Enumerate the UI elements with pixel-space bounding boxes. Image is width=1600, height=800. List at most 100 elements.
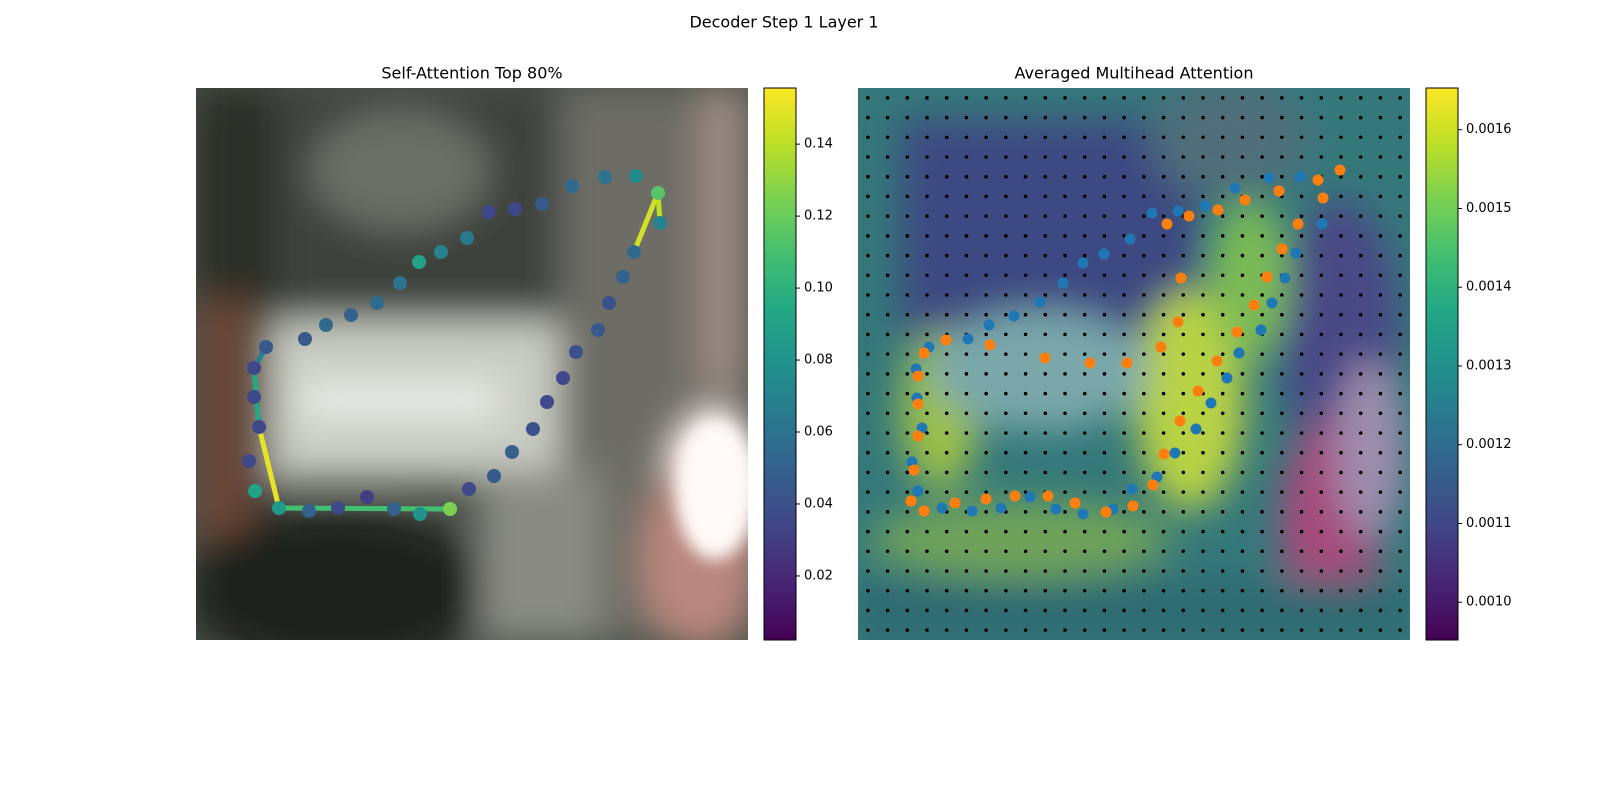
reference-dot bbox=[1142, 569, 1146, 573]
reference-dot bbox=[1358, 431, 1363, 435]
reference-dot bbox=[1299, 273, 1304, 278]
reference-dot bbox=[1122, 372, 1126, 376]
reference-dot bbox=[1319, 135, 1324, 140]
sample-point bbox=[1084, 357, 1096, 369]
reference-dot bbox=[1398, 569, 1402, 573]
reference-dot bbox=[1339, 431, 1343, 435]
reference-dot bbox=[1280, 372, 1284, 376]
colorbar-tick-label: 0.14 bbox=[804, 137, 833, 152]
reference-dot bbox=[944, 411, 949, 416]
reference-dot bbox=[1280, 234, 1284, 238]
reference-dot bbox=[1102, 470, 1107, 475]
reference-dot bbox=[1240, 293, 1245, 297]
colorbar-tick-label: 0.0013 bbox=[1466, 358, 1512, 373]
sample-point bbox=[1161, 218, 1173, 230]
reference-dot bbox=[944, 174, 949, 179]
reference-dot bbox=[905, 115, 910, 120]
reference-dot bbox=[1201, 312, 1205, 317]
reference-dot bbox=[1023, 628, 1028, 632]
reference-dot bbox=[944, 391, 949, 396]
reference-dot bbox=[1063, 391, 1067, 396]
reference-dot bbox=[1260, 194, 1264, 199]
reference-dot bbox=[1023, 155, 1028, 159]
reference-dot bbox=[964, 155, 969, 159]
reference-dot bbox=[1358, 372, 1363, 376]
axes-title: Self-Attention Top 80% bbox=[381, 64, 562, 83]
reference-dot bbox=[1142, 490, 1146, 494]
reference-dot bbox=[944, 194, 949, 199]
reference-dot bbox=[885, 431, 890, 435]
sample-point bbox=[1034, 296, 1046, 308]
reference-dot bbox=[1319, 588, 1324, 593]
reference-dot bbox=[1319, 529, 1324, 534]
reference-dot bbox=[1280, 569, 1284, 573]
reference-dot bbox=[1004, 431, 1008, 435]
attention-link bbox=[256, 424, 282, 511]
reference-dot bbox=[866, 194, 870, 199]
reference-dot bbox=[1220, 253, 1225, 258]
reference-dot bbox=[905, 135, 910, 140]
reference-dot bbox=[1063, 608, 1067, 613]
reference-dot bbox=[1358, 510, 1363, 514]
reference-dot bbox=[944, 273, 949, 278]
reference-dot bbox=[1082, 608, 1087, 613]
reference-dot bbox=[1043, 431, 1048, 435]
reference-dot bbox=[885, 253, 890, 258]
reference-dot bbox=[1240, 529, 1245, 534]
reference-dot bbox=[1102, 293, 1107, 297]
reference-dot bbox=[885, 194, 890, 199]
reference-dot bbox=[1122, 352, 1126, 356]
colorbar-tick-label: 0.06 bbox=[804, 425, 833, 440]
reference-dot bbox=[1378, 273, 1383, 278]
reference-dot bbox=[1260, 549, 1264, 554]
reference-dot bbox=[1102, 96, 1107, 100]
reference-dot bbox=[1063, 470, 1067, 475]
reference-dot bbox=[1043, 549, 1048, 554]
reference-dot bbox=[1220, 411, 1225, 416]
reference-dot bbox=[1161, 174, 1166, 179]
reference-dot bbox=[1339, 391, 1343, 396]
reference-dot bbox=[1063, 273, 1067, 278]
reference-dot bbox=[1339, 372, 1343, 376]
reference-dot bbox=[1043, 155, 1048, 159]
reference-dot bbox=[1142, 214, 1146, 218]
reference-dot bbox=[905, 174, 910, 179]
reference-dot bbox=[944, 234, 949, 238]
reference-dot bbox=[1004, 490, 1008, 494]
sample-point bbox=[1233, 347, 1245, 359]
reference-dot bbox=[1043, 174, 1048, 179]
reference-dot bbox=[866, 293, 870, 297]
reference-dot bbox=[1023, 293, 1028, 297]
reference-dot bbox=[1161, 411, 1166, 416]
reference-dot bbox=[1082, 135, 1087, 140]
reference-dot bbox=[1260, 470, 1264, 475]
reference-dot bbox=[1299, 549, 1304, 554]
reference-dot bbox=[1358, 312, 1363, 317]
reference-dot bbox=[1358, 174, 1363, 179]
reference-dot bbox=[1082, 470, 1087, 475]
reference-dot bbox=[1122, 253, 1126, 258]
reference-dot bbox=[925, 628, 929, 632]
reference-dot bbox=[1122, 628, 1126, 632]
sample-point bbox=[966, 505, 978, 517]
reference-dot bbox=[1339, 411, 1343, 416]
reference-dot bbox=[1201, 450, 1205, 455]
reference-dot bbox=[1398, 214, 1402, 218]
reference-dot bbox=[1142, 549, 1146, 554]
reference-dot bbox=[1299, 96, 1304, 100]
sample-point bbox=[1316, 218, 1328, 230]
sample-point bbox=[1175, 272, 1187, 284]
sample-point bbox=[1077, 508, 1089, 520]
reference-dot bbox=[1023, 411, 1028, 416]
reference-dot bbox=[984, 234, 988, 238]
reference-dot bbox=[1201, 628, 1205, 632]
reference-dot bbox=[1280, 115, 1284, 120]
reference-dot bbox=[1063, 155, 1067, 159]
sample-point bbox=[1100, 506, 1112, 518]
reference-dot bbox=[925, 411, 929, 416]
reference-dot bbox=[1063, 588, 1067, 593]
reference-dot bbox=[1102, 431, 1107, 435]
reference-dot bbox=[1260, 628, 1264, 632]
reference-dot bbox=[984, 332, 988, 337]
reference-dot bbox=[1063, 569, 1067, 573]
